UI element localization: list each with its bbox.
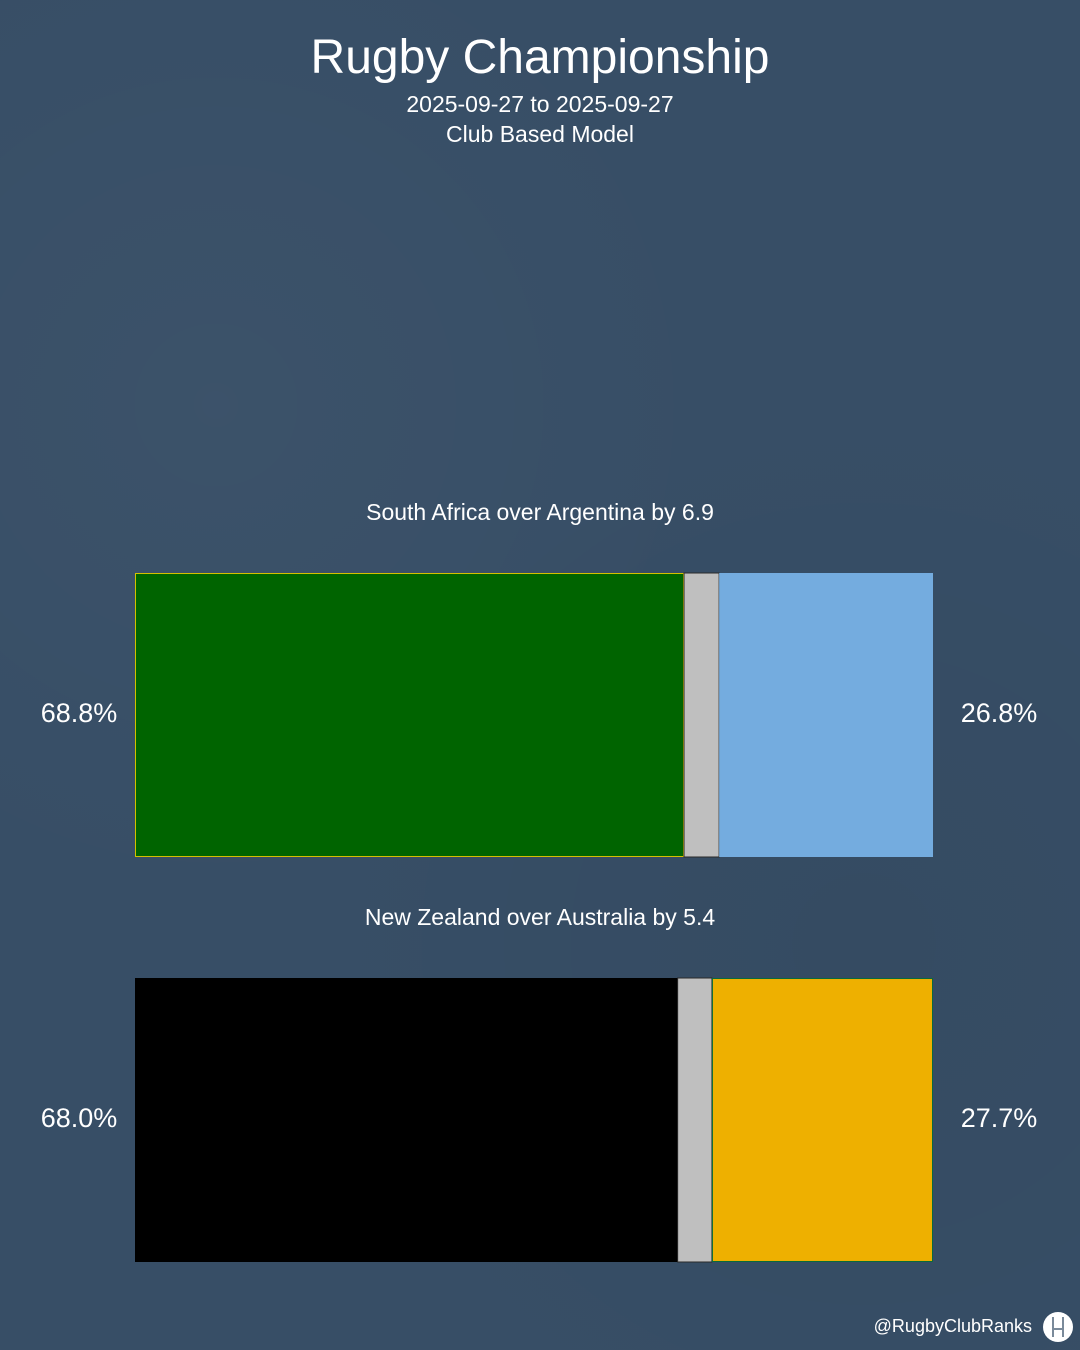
draw-bar bbox=[683, 572, 720, 858]
away-win-percent: 27.7% bbox=[961, 1103, 1038, 1133]
home-win-percent: 68.8% bbox=[41, 698, 118, 728]
chart-date-range: 2025-09-27 to 2025-09-27 bbox=[406, 91, 674, 117]
footer-handle: @RugbyClubRanks bbox=[873, 1316, 1032, 1336]
chart-model-name: Club Based Model bbox=[446, 121, 634, 147]
chart-title: Rugby Championship bbox=[310, 31, 770, 84]
home-win-bar bbox=[135, 978, 678, 1262]
draw-bar bbox=[677, 977, 713, 1263]
home-win-bar bbox=[135, 573, 685, 857]
away-win-percent: 26.8% bbox=[961, 698, 1038, 728]
match-label: New Zealand over Australia by 5.4 bbox=[365, 904, 716, 930]
match-label: South Africa over Argentina by 6.9 bbox=[366, 499, 714, 525]
rugby-posts-icon bbox=[1043, 1312, 1073, 1342]
away-win-bar bbox=[711, 978, 933, 1262]
away-win-bar bbox=[719, 573, 933, 857]
home-win-percent: 68.0% bbox=[41, 1103, 118, 1133]
